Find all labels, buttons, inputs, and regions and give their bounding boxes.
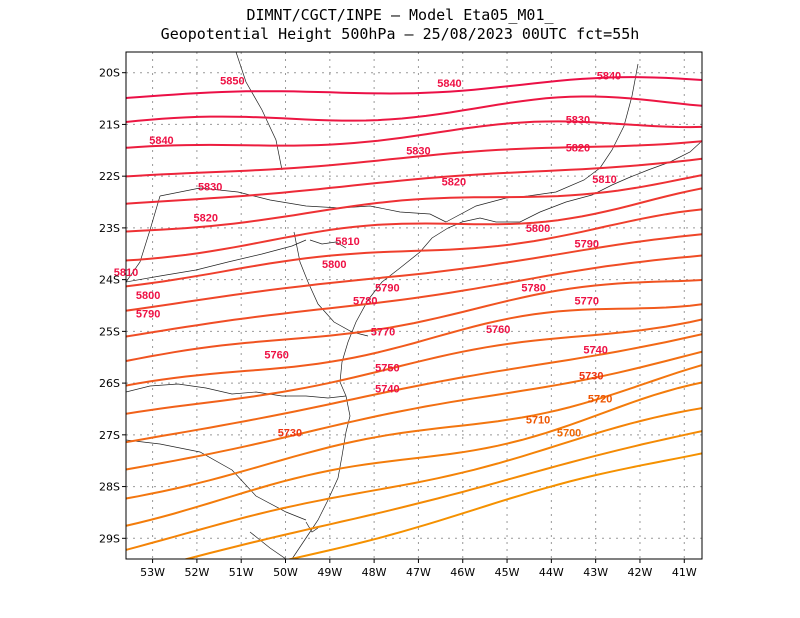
contour-label: 5790 — [575, 238, 599, 250]
contour-label: 5760 — [486, 324, 510, 336]
contour-label: 5720 — [588, 394, 612, 406]
lon-tick-label: 43W — [583, 566, 608, 579]
lat-tick-label: 26S — [99, 377, 120, 390]
axis-ticks: 20S 21S 22S 23S 24S 25S 26S 27S 28S 29S 53W 52W 51W 5… — [99, 67, 697, 579]
lon-tick-label: 44W — [539, 566, 564, 579]
coastline-and-borders — [126, 52, 702, 559]
contour-label: 5770 — [371, 326, 395, 338]
lat-lon-grid — [126, 52, 702, 559]
state-border-pr-sc — [126, 383, 347, 399]
paraguay-river — [309, 239, 347, 249]
lon-tick-label: 42W — [628, 566, 653, 579]
contour-label: 5730 — [579, 370, 603, 382]
contour-label: 5840 — [149, 135, 173, 147]
contour-label: 5780 — [353, 295, 377, 307]
lat-tick-label: 25S — [99, 325, 120, 338]
contour-label: 5810 — [592, 174, 616, 186]
lon-tick-label: 53W — [140, 566, 165, 579]
lon-tick-label: 52W — [184, 566, 209, 579]
contour-line — [126, 279, 702, 362]
argentina-border — [249, 531, 287, 559]
contour-label: 5820 — [442, 176, 466, 188]
state-border-mg-rj — [445, 63, 639, 223]
contour-label: 5820 — [194, 213, 218, 225]
state-border-mg-sp — [159, 187, 447, 223]
contour-label: 5850 — [220, 75, 244, 87]
contour-label: 5770 — [575, 295, 599, 307]
contour-label: 5790 — [136, 308, 160, 320]
contour-label: 5700 — [557, 427, 581, 439]
contour-line — [126, 174, 702, 233]
contour-label: 5730 — [278, 427, 302, 439]
contour-line — [126, 318, 702, 415]
contour-label: 5740 — [375, 383, 399, 395]
contour-line — [182, 430, 702, 559]
contour-line — [126, 140, 702, 178]
lon-tick-label: 45W — [495, 566, 520, 579]
contour-line — [126, 233, 702, 312]
brazil-coastline — [291, 140, 702, 559]
contour-line — [126, 407, 702, 551]
contour-label: 5830 — [406, 145, 430, 157]
lat-tick-label: 20S — [99, 67, 120, 80]
contour-line — [126, 120, 702, 149]
ms-border-west — [126, 195, 161, 283]
contour-label: 5740 — [583, 344, 607, 356]
contour-label: 5810 — [335, 236, 359, 248]
contour-label: 5800 — [526, 223, 550, 235]
contour-line — [126, 254, 702, 338]
lat-tick-label: 21S — [99, 118, 120, 131]
height-contours — [126, 76, 702, 559]
state-border-rs-sc — [126, 439, 307, 521]
contour-line — [126, 95, 702, 123]
contour-line — [126, 333, 702, 444]
contour-label: 5830 — [566, 114, 590, 126]
contour-line — [286, 452, 702, 559]
map-title-line-2: Geopotential Height 500hPa – 25/08/2023 … — [160, 25, 640, 43]
contour-line — [126, 208, 702, 288]
contour-label: 5840 — [437, 78, 461, 90]
contour-line — [126, 350, 702, 471]
contour-label: 5800 — [136, 290, 160, 302]
contour-label: 5790 — [375, 282, 399, 294]
lon-tick-label: 48W — [362, 566, 387, 579]
map-title-line-1: DIMNT/CGCT/INPE – Model Eta05_M01_ — [246, 6, 554, 24]
contour-line — [126, 76, 702, 99]
lat-tick-label: 28S — [99, 481, 120, 494]
contour-line — [126, 157, 702, 205]
plot-frame — [125, 51, 703, 560]
contour-label: 5780 — [521, 282, 545, 294]
contour-label: 5840 — [597, 70, 621, 82]
contour-label: 5800 — [322, 259, 346, 271]
contour-line — [126, 303, 702, 387]
lon-tick-label: 47W — [406, 566, 431, 579]
state-border-sp-pr — [293, 231, 369, 337]
contour-labels: 5850 5840 5840 5840 5830 5830 5830 5820 5820 5820… — [114, 70, 621, 439]
lon-tick-label: 51W — [229, 566, 254, 579]
contour-label: 5710 — [526, 414, 550, 426]
state-border-go-mg — [235, 52, 283, 171]
contour-line — [126, 364, 702, 500]
contour-label: 5750 — [375, 363, 399, 375]
lon-tick-label: 49W — [317, 566, 342, 579]
lat-tick-label: 27S — [99, 429, 120, 442]
lon-tick-label: 46W — [450, 566, 475, 579]
lat-tick-label: 23S — [99, 222, 120, 235]
lon-tick-label: 41W — [672, 566, 697, 579]
contour-line — [126, 381, 702, 527]
lat-tick-label: 22S — [99, 170, 120, 183]
lagoa-dos-patos — [305, 521, 319, 533]
state-border-ms-pr — [126, 239, 307, 283]
lat-tick-label: 24S — [99, 274, 120, 287]
contour-label: 5820 — [566, 143, 590, 155]
contour-label: 5760 — [264, 350, 288, 362]
contour-label: 5830 — [198, 182, 222, 194]
contour-line — [126, 187, 702, 262]
lat-tick-label: 29S — [99, 532, 120, 545]
lon-tick-label: 50W — [273, 566, 298, 579]
